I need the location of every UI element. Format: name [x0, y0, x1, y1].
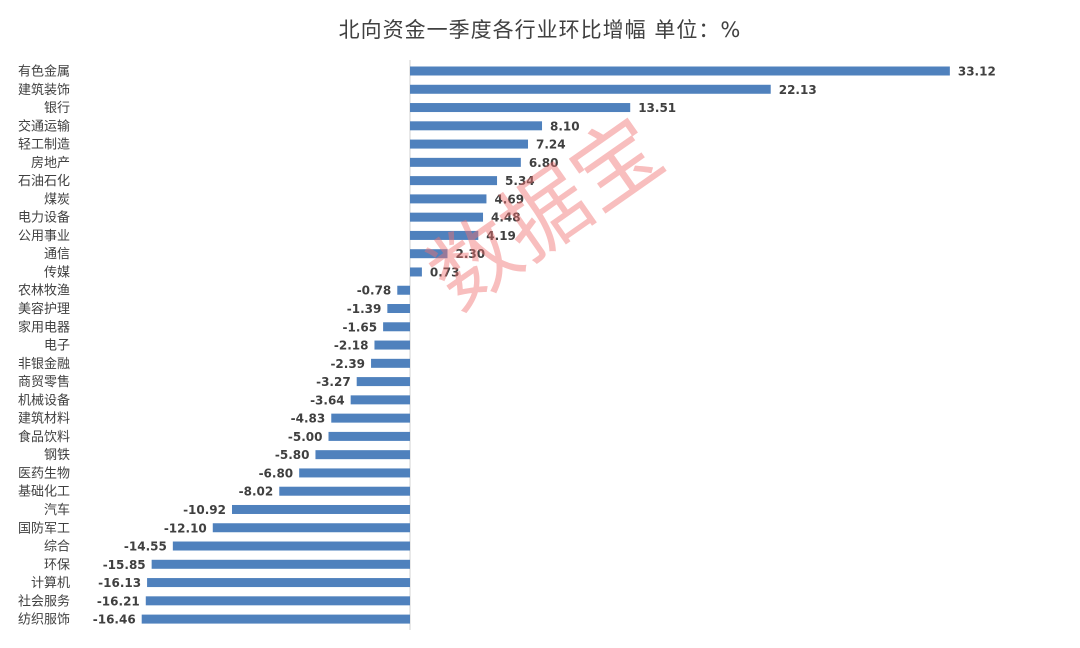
bar [410, 267, 422, 277]
data-label: -3.64 [310, 393, 345, 407]
bar [410, 212, 484, 222]
bar [387, 304, 410, 314]
bar [212, 523, 410, 533]
data-label: -14.55 [124, 540, 167, 554]
category-label: 建筑装饰 [18, 82, 70, 98]
data-label: 33.12 [958, 65, 996, 79]
data-label: -6.80 [259, 466, 294, 480]
bar [151, 559, 410, 569]
bar [350, 395, 410, 405]
data-label: 13.51 [638, 101, 676, 115]
bar [410, 121, 543, 131]
data-label: -16.21 [97, 594, 140, 608]
data-label: -2.39 [330, 357, 365, 371]
category-label: 公用事业 [18, 229, 70, 244]
data-label: -3.27 [316, 375, 351, 389]
data-label: 4.69 [494, 192, 524, 206]
category-label: 房地产 [31, 155, 70, 171]
bar [383, 322, 410, 332]
category-label: 国防军工 [18, 520, 70, 536]
data-label: -2.18 [334, 339, 369, 353]
category-label: 医药生物 [18, 466, 70, 481]
data-label: 5.34 [505, 174, 535, 188]
bar [410, 66, 950, 76]
bar [356, 377, 410, 387]
data-label: -5.80 [275, 448, 310, 462]
data-label: -4.83 [291, 412, 326, 426]
data-label: 4.19 [486, 229, 516, 243]
category-label: 汽车 [44, 502, 70, 518]
data-label: -12.10 [164, 521, 207, 535]
data-label: -16.46 [93, 613, 136, 627]
bar [145, 596, 411, 606]
data-label: 0.73 [430, 265, 460, 279]
bar [172, 541, 410, 551]
bar [299, 468, 410, 478]
category-label: 通信 [44, 247, 70, 262]
bar [232, 504, 410, 514]
data-label: 7.24 [536, 138, 566, 152]
bar [141, 614, 410, 624]
data-label: 22.13 [779, 83, 817, 97]
category-label: 美容护理 [18, 301, 70, 317]
bar [410, 194, 487, 204]
category-label: 综合 [44, 540, 70, 555]
category-label: 石油石化 [18, 174, 70, 189]
data-label: 6.80 [529, 156, 559, 170]
bar [410, 157, 521, 167]
bar [397, 285, 410, 295]
data-label: -1.65 [343, 320, 378, 334]
category-label: 社会服务 [18, 593, 70, 609]
data-label: -8.02 [239, 485, 274, 499]
category-label: 银行 [44, 101, 70, 116]
bar [374, 340, 410, 350]
bar [331, 413, 410, 423]
data-label: 2.30 [455, 247, 485, 261]
category-label: 机械设备 [18, 392, 70, 408]
category-label: 商贸零售 [18, 374, 70, 390]
bar [410, 176, 498, 186]
category-label: 钢铁 [44, 448, 70, 463]
bar [315, 450, 410, 460]
data-label: 4.48 [491, 211, 521, 225]
bar [328, 431, 410, 441]
category-label: 基础化工 [18, 485, 70, 500]
category-label: 环保 [44, 558, 70, 573]
bar [147, 578, 410, 588]
chart-title: 北向资金一季度各行业环比增幅 单位：% [338, 18, 742, 42]
category-label: 电力设备 [18, 210, 70, 226]
bar [410, 84, 771, 94]
category-label: 煤炭 [44, 192, 70, 207]
category-label: 电子 [44, 339, 70, 354]
data-label: -10.92 [183, 503, 226, 517]
bar [371, 358, 410, 368]
category-label: 有色金属 [18, 64, 70, 80]
category-label: 传媒 [44, 265, 70, 280]
bar [279, 486, 410, 496]
category-label: 食品饮料 [18, 429, 70, 445]
data-label: -5.00 [288, 430, 323, 444]
category-label: 轻工制造 [18, 138, 70, 153]
category-label: 交通运输 [18, 118, 70, 134]
data-label: -16.13 [98, 576, 141, 590]
category-label: 建筑材料 [18, 411, 70, 427]
category-label: 农林牧渔 [18, 284, 70, 299]
category-label: 家用电器 [18, 319, 70, 335]
bar [410, 249, 448, 259]
data-label: 8.10 [550, 119, 580, 133]
category-label: 计算机 [31, 576, 70, 591]
data-label: -15.85 [103, 558, 146, 572]
category-label: 非银金融 [18, 356, 70, 372]
data-label: -0.78 [357, 284, 392, 298]
bar [410, 230, 479, 240]
data-label: -1.39 [347, 302, 382, 316]
bar [410, 103, 631, 113]
bar [410, 139, 529, 149]
category-label: 纺织服饰 [18, 613, 70, 628]
